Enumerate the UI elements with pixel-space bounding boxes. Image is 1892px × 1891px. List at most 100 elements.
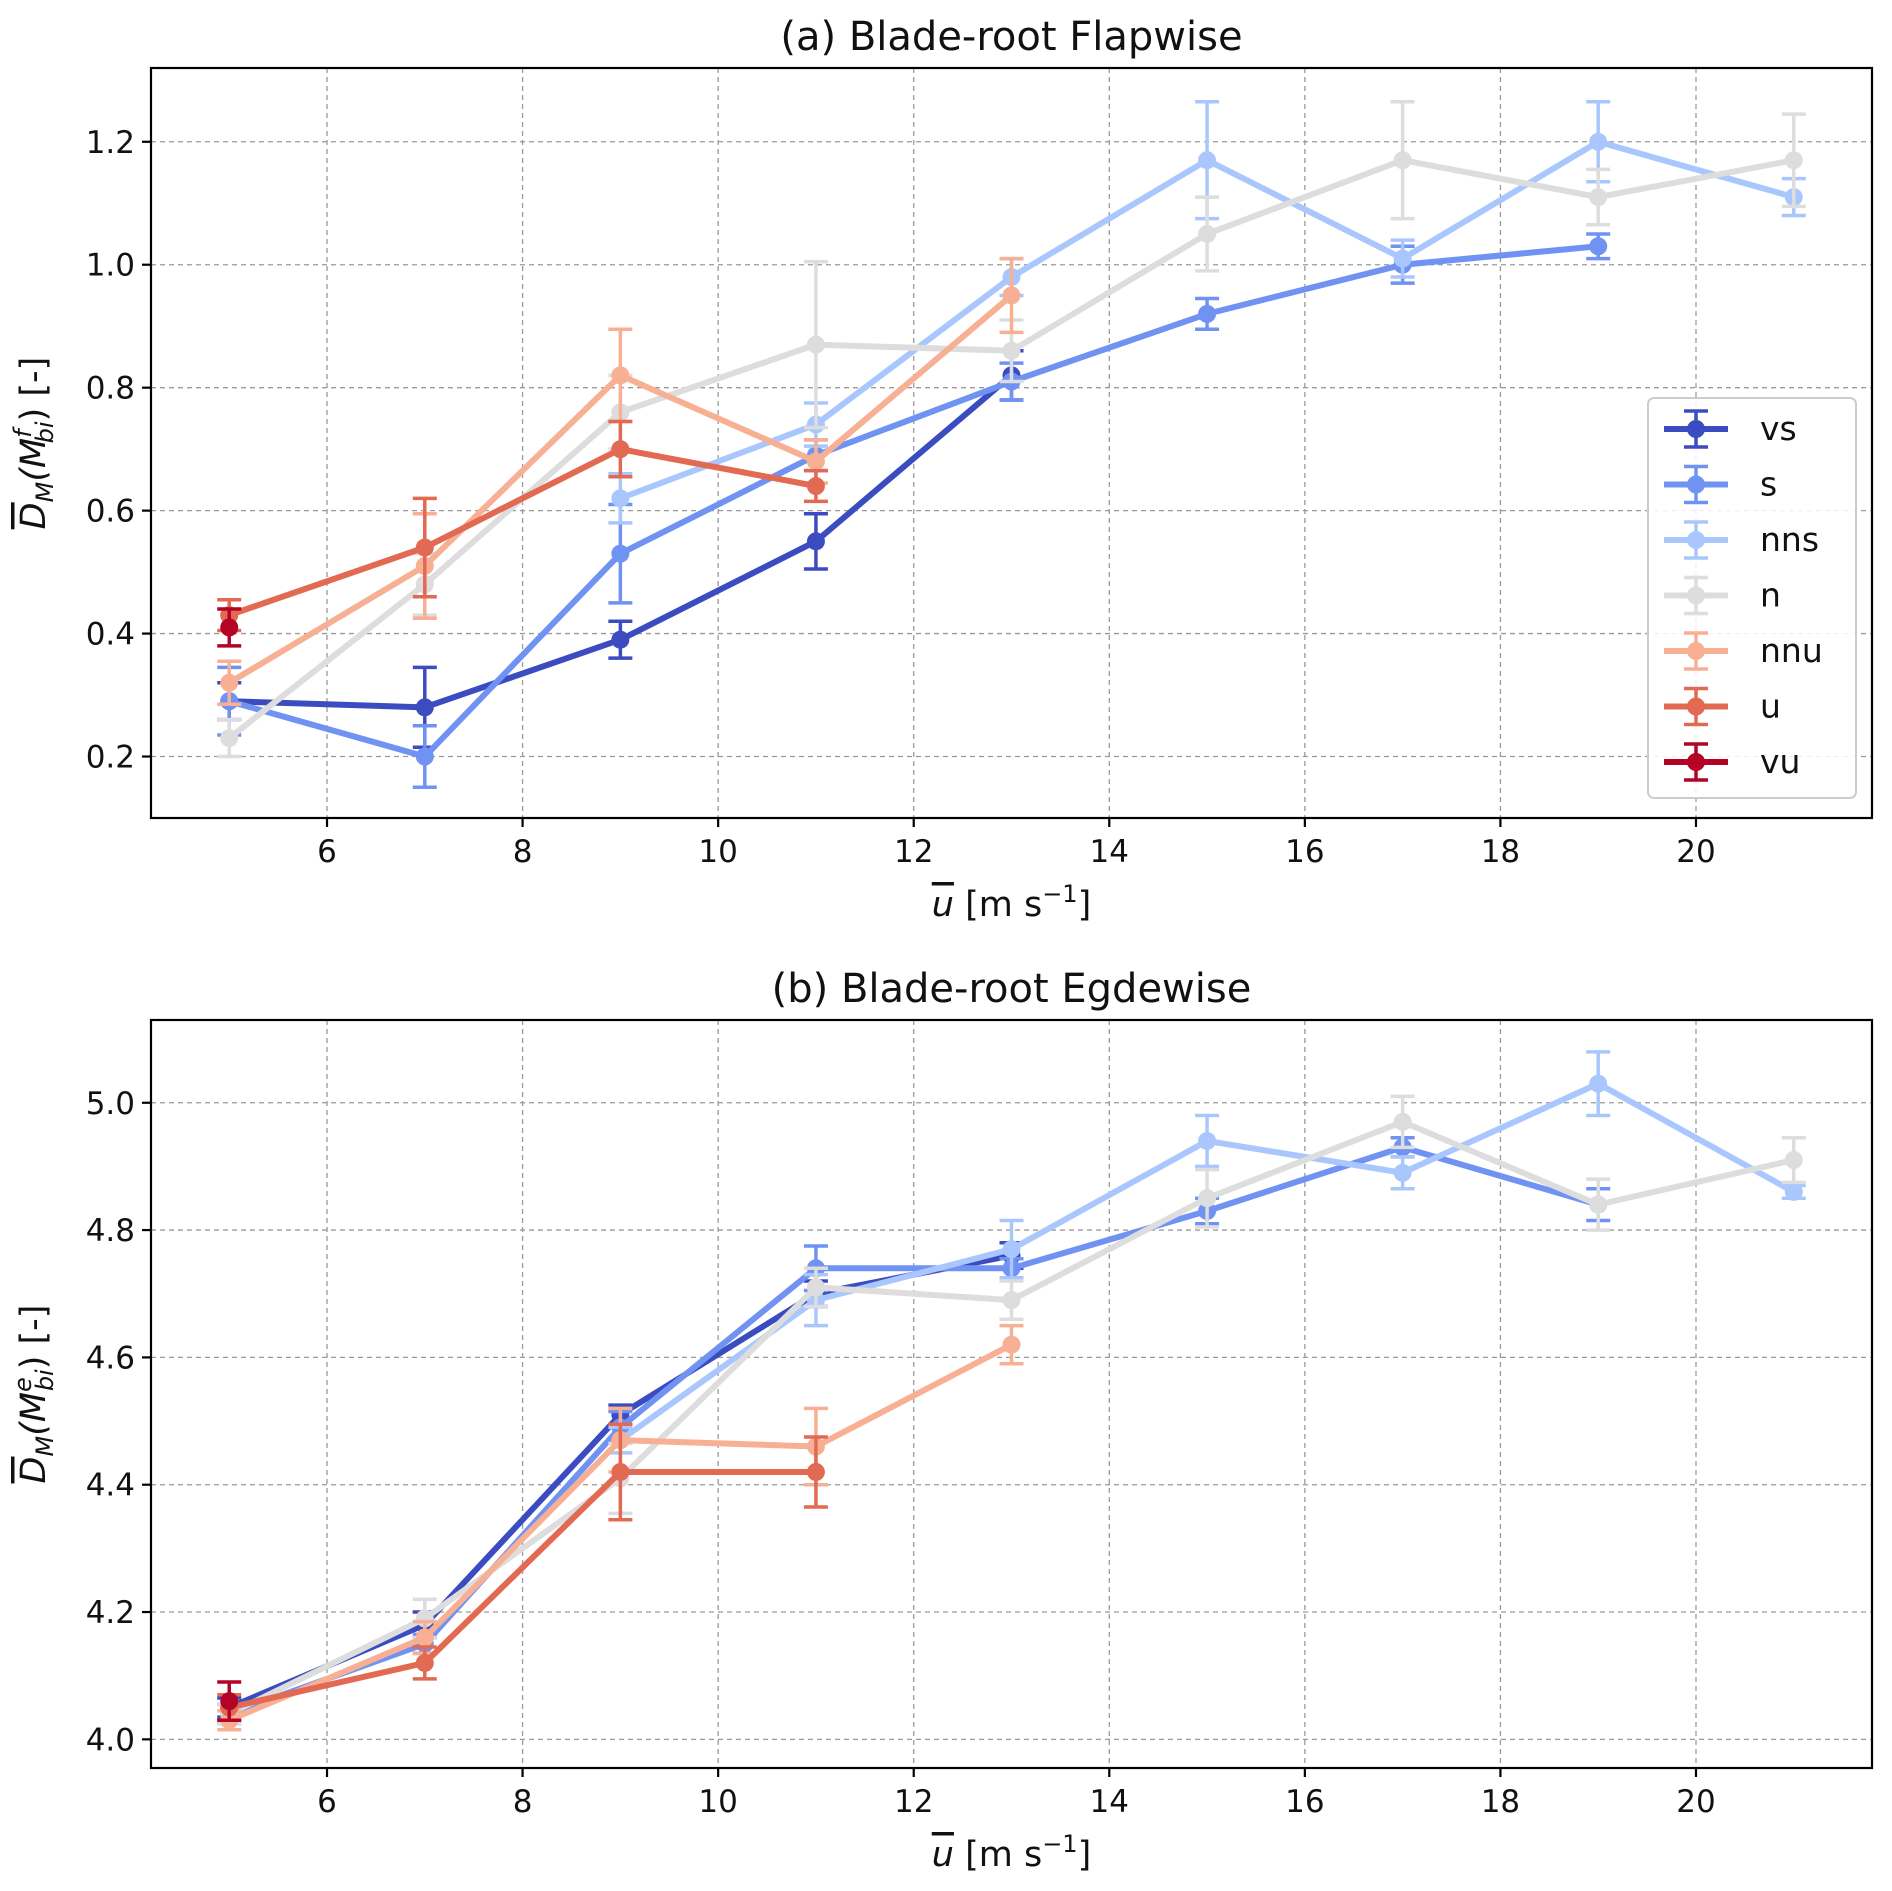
data-point-n	[1784, 151, 1803, 170]
data-point-s	[415, 747, 434, 766]
series-nns	[608, 1050, 1806, 1455]
legend-marker-vu	[1687, 753, 1705, 771]
plot-area-frame	[149, 66, 1874, 820]
legend-item-nnu: nnu	[1664, 631, 1823, 671]
chart-title: (a) Blade-root Flapwise	[780, 14, 1242, 60]
data-point-u	[611, 1462, 630, 1481]
legend-marker-nns	[1687, 531, 1705, 549]
x-axis-label: u [m s−1]	[932, 880, 1091, 925]
legend-marker-n	[1687, 586, 1705, 605]
y-tick-label: 1.2	[86, 125, 135, 161]
legend-item-u: u	[1664, 687, 1781, 727]
data-point-u	[415, 1653, 434, 1672]
x-tick-label: 14	[1090, 1784, 1129, 1820]
x-tick-label: 12	[894, 1784, 933, 1820]
x-tick-label: 10	[698, 834, 737, 870]
legend-label-vu: vu	[1760, 742, 1800, 781]
legend-item-vs: vs	[1664, 409, 1797, 449]
data-point-nnu	[1002, 286, 1021, 305]
legend-marker-vs	[1687, 420, 1705, 438]
y-tick-label: 0.6	[86, 494, 135, 530]
data-point-nns	[611, 489, 630, 508]
legend-item-vu: vu	[1664, 742, 1800, 782]
chart-panel-b: (b) Blade-root Egdewise 6 8 10 12 14 16 18 20 4.0…	[9, 966, 1874, 1875]
y-tick-label: 5.0	[86, 1086, 135, 1122]
legend-marker-u	[1687, 697, 1705, 716]
series-u	[217, 419, 828, 633]
x-tick-label: 18	[1481, 1784, 1520, 1820]
data-point-n	[1002, 1291, 1021, 1310]
data-point-n	[220, 729, 239, 748]
x-tick-label: 16	[1285, 834, 1324, 870]
data-point-nns	[1784, 1182, 1803, 1201]
y-tick-label: 4.2	[86, 1595, 135, 1631]
series-line-s	[228, 243, 1599, 760]
y-tick-label: 4.8	[86, 1213, 135, 1249]
data-point-nns	[1002, 1240, 1021, 1259]
data-point-n	[1784, 1151, 1803, 1170]
series-line-nnu	[228, 1342, 1013, 1724]
data-point-vs	[806, 532, 825, 551]
data-point-n	[1393, 151, 1412, 170]
x-tick-label: 12	[894, 834, 933, 870]
plot-area-frame	[149, 1018, 1874, 1770]
x-tick-label: 10	[698, 1784, 737, 1820]
legend-box	[1647, 397, 1857, 799]
legend-label-n: n	[1760, 576, 1781, 615]
y-tick-label: 1.0	[86, 248, 135, 284]
legend-item-n: n	[1664, 576, 1781, 616]
legend-item-s: s	[1664, 465, 1777, 505]
series-vu	[217, 1680, 242, 1723]
x-tick-label: 8	[513, 834, 533, 870]
data-point-s	[611, 544, 630, 563]
y-tick-label: 0.4	[86, 617, 135, 653]
data-point-nnu	[806, 452, 825, 471]
data-point-nns	[1198, 151, 1217, 170]
x-tick-label: 14	[1090, 834, 1129, 870]
data-point-u	[415, 538, 434, 557]
legend-label-s: s	[1760, 465, 1777, 504]
data-point-n	[1589, 188, 1608, 207]
x-tick-label: 16	[1285, 1784, 1324, 1820]
data-point-nns	[1393, 249, 1412, 268]
x-axis-label: u [m s−1]	[932, 1830, 1091, 1875]
data-point-vs	[611, 630, 630, 649]
data-point-nnu	[220, 673, 239, 692]
series-line-u	[228, 1468, 816, 1711]
series-nnu	[217, 1323, 1024, 1732]
x-tick-label: 20	[1676, 834, 1715, 870]
data-point-nns	[1589, 1074, 1608, 1093]
legend: vs s nns n nnu u vu	[1647, 397, 1857, 799]
legend-label-vs: vs	[1760, 409, 1797, 448]
chart-title: (b) Blade-root Egdewise	[772, 966, 1252, 1012]
data-point-n	[1002, 341, 1021, 360]
data-point-nnu	[415, 1628, 434, 1647]
legend-label-nns: nns	[1760, 520, 1819, 559]
series-vu	[217, 607, 242, 648]
data-point-n	[1198, 1189, 1217, 1208]
series-line-u	[228, 446, 817, 618]
y-tick-label: 4.0	[86, 1722, 135, 1758]
x-tick-label: 6	[317, 1784, 337, 1820]
data-point-n	[806, 1278, 825, 1297]
y-tick-label: 0.8	[86, 371, 135, 407]
data-point-vu	[220, 618, 239, 637]
y-tick-label: 4.6	[86, 1340, 135, 1376]
legend-label-nnu: nnu	[1760, 631, 1823, 670]
series-line-n	[227, 157, 1795, 741]
data-point-nnu	[1002, 1335, 1021, 1354]
data-point-vs	[415, 698, 434, 717]
data-point-u	[806, 477, 825, 496]
y-tick-label: 0.2	[86, 740, 135, 776]
series-n	[217, 100, 1806, 759]
legend-marker-nnu	[1687, 642, 1705, 660]
y-tick-label: 4.4	[86, 1468, 135, 1504]
data-point-u	[611, 440, 630, 459]
data-point-n	[806, 335, 825, 354]
data-point-nns	[1198, 1131, 1217, 1150]
x-tick-label: 20	[1676, 1784, 1715, 1820]
legend-item-nns: nns	[1664, 520, 1819, 560]
data-point-s	[1198, 304, 1217, 323]
